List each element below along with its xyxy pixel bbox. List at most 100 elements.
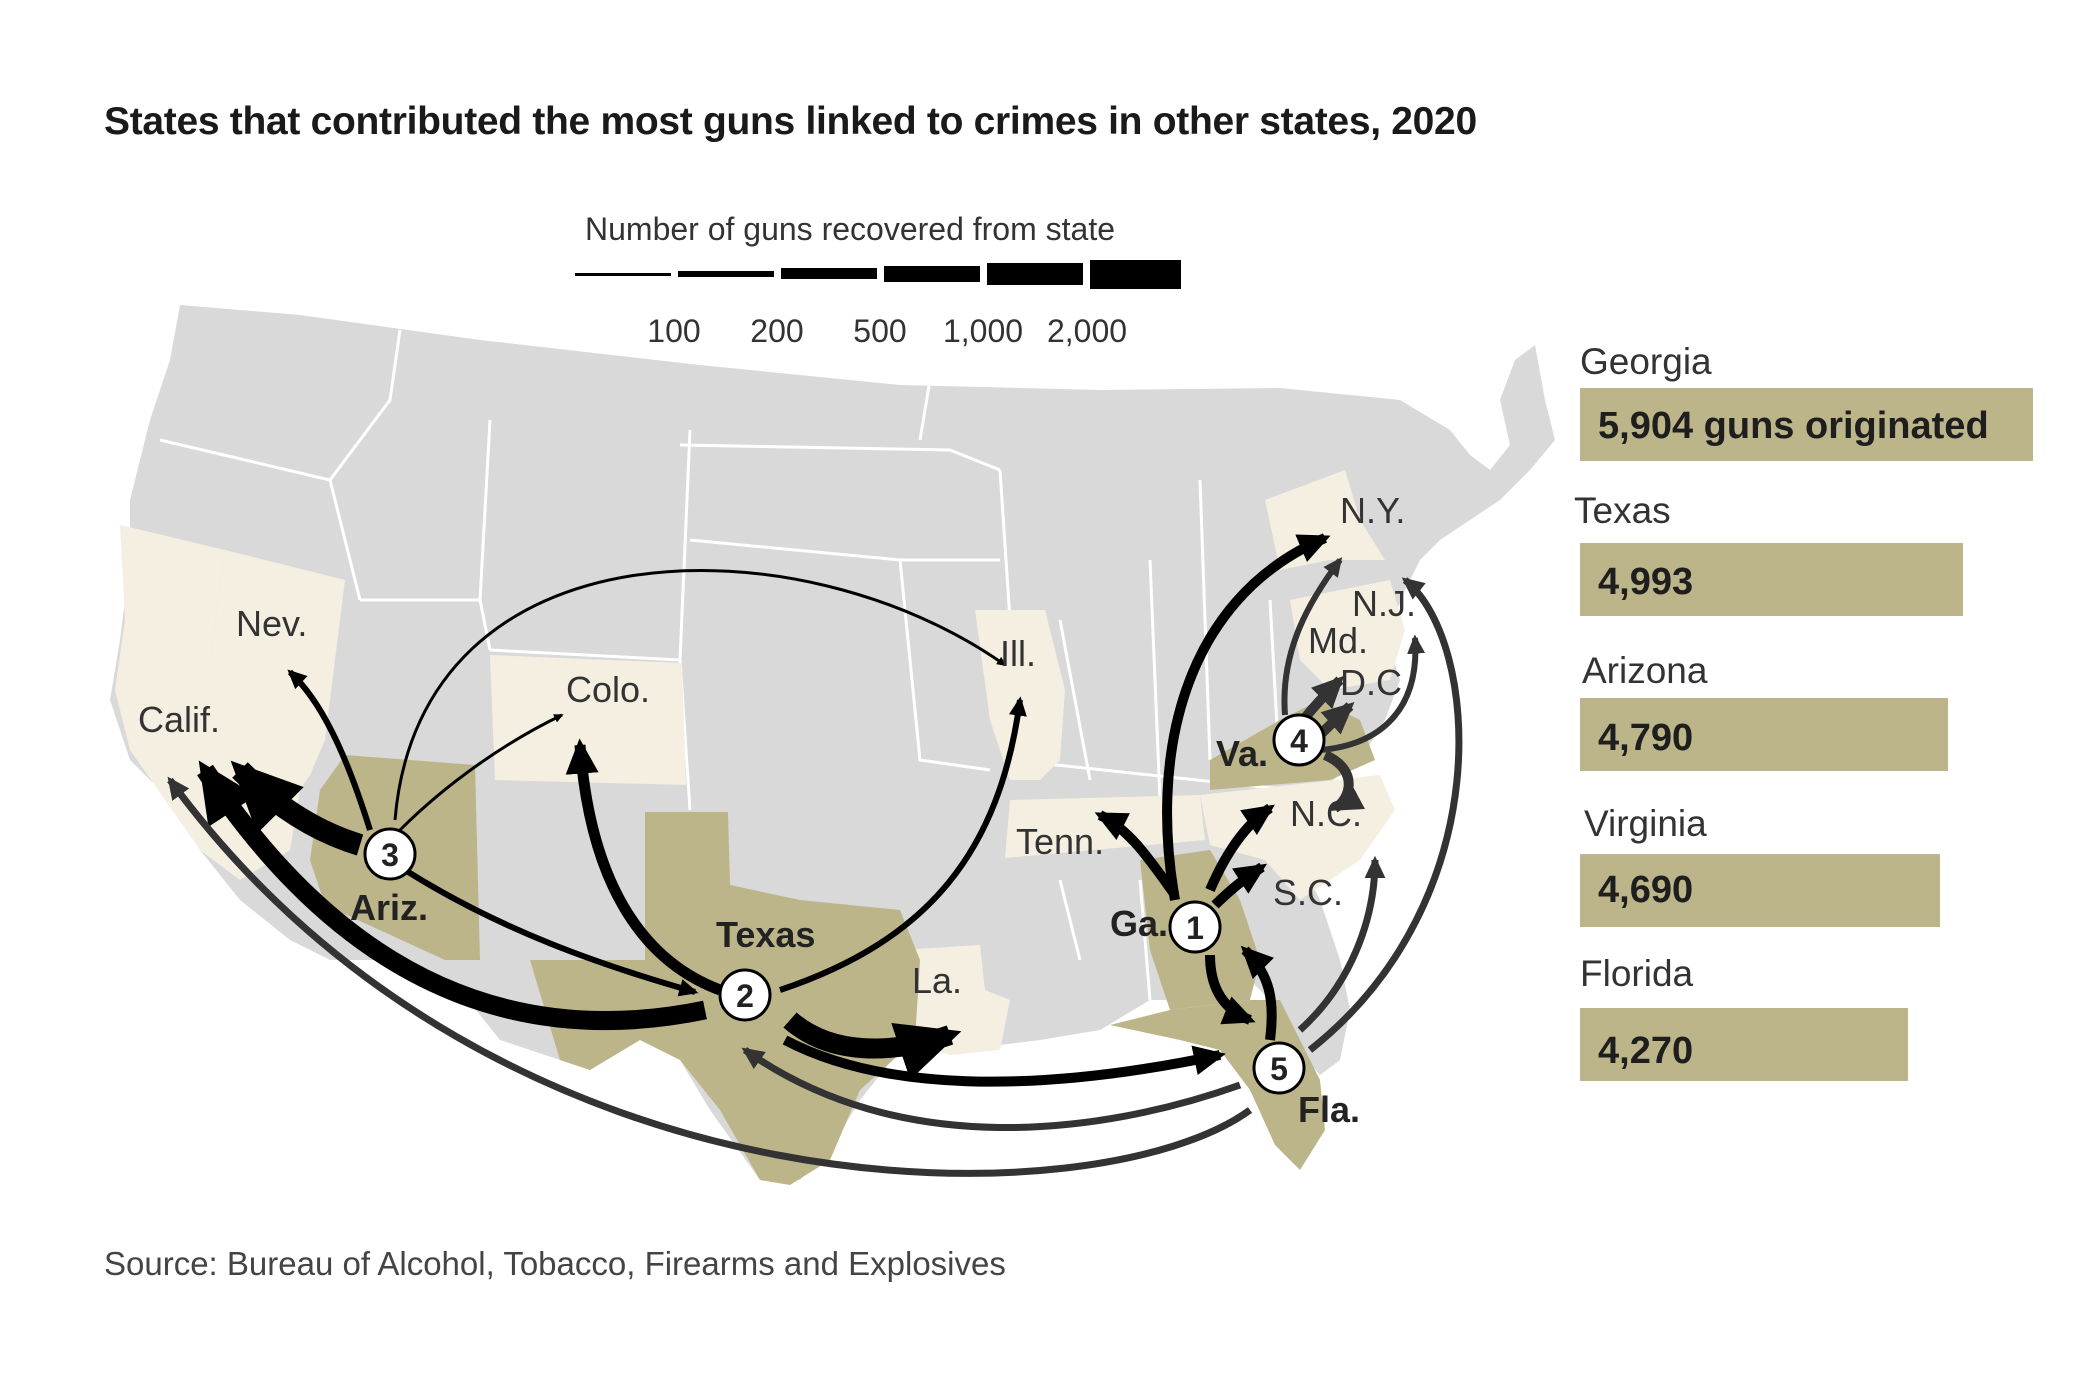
legend-swatch-3 [781, 268, 877, 279]
label-sc: S.C. [1273, 872, 1343, 913]
flows-medium [565, 533, 1331, 1087]
origin-totals-panel: Georgia 5,904 guns originated Texas 4,99… [1574, 341, 2033, 1081]
legend-tick-100: 100 [647, 313, 700, 349]
flow-fla-texas [741, 1047, 1242, 1131]
rank-marker-3: 3 [363, 827, 417, 881]
flow-ariz-texas [403, 867, 699, 997]
flow-ariz-nev [287, 669, 373, 831]
total-bar-florida [1580, 1008, 1908, 1081]
label-fla: Fla. [1298, 1089, 1360, 1130]
md-nj-region [1290, 580, 1405, 690]
flows-gray [167, 557, 1463, 1177]
total-bar-arizona [1580, 698, 1948, 771]
flow-ga-ny [1162, 533, 1331, 901]
label-calif: Calif. [138, 699, 220, 740]
legend-swatch-4 [884, 266, 980, 282]
flows-hairline [393, 569, 1007, 832]
label-ariz: Ariz. [350, 887, 428, 928]
flow-texas-ill [779, 696, 1027, 993]
total-arizona: Arizona 4,790 [1580, 650, 1948, 771]
ill-region [975, 610, 1065, 780]
total-value-texas: 4,993 [1598, 561, 1693, 603]
label-va: Va. [1216, 733, 1268, 774]
flow-va-ny [1281, 557, 1343, 716]
label-ga: Ga. [1110, 903, 1168, 944]
rank-marker-1: 1 [1168, 900, 1222, 954]
rank-marker-4: 4 [1272, 713, 1326, 767]
flow-texas-colo [565, 738, 722, 996]
total-name-virginia: Virginia [1584, 803, 1707, 844]
total-georgia: Georgia 5,904 guns originated [1580, 341, 2033, 461]
flow-texas-calif [197, 760, 707, 1031]
fla-region [1110, 1000, 1325, 1170]
legend-tick-500: 500 [853, 313, 906, 349]
colo-region [490, 655, 686, 785]
flow-fla-calif [167, 776, 1253, 1177]
label-la: La. [912, 960, 962, 1001]
flow-ga-nc [1205, 803, 1275, 892]
rank-number-1: 1 [1186, 910, 1204, 946]
total-value-virginia: 4,690 [1598, 869, 1693, 911]
legend-swatch-5 [987, 263, 1083, 285]
flow-va-nc [1322, 750, 1366, 813]
source-note: Source: Bureau of Alcohol, Tobacco, Fire… [104, 1245, 1006, 1282]
legend-swatch-1 [575, 273, 671, 276]
rank-markers: 1 2 3 4 5 [363, 713, 1326, 1095]
flow-ariz-ill [393, 569, 1007, 821]
chart-title: States that contributed the most guns li… [104, 100, 1477, 143]
origin-labels: Ga. Texas Ariz. Va. Fla. [350, 733, 1360, 1130]
legend: Number of guns recovered from state 100 … [575, 211, 1181, 349]
flow-ga-sc [1211, 862, 1268, 909]
rank-number-5: 5 [1270, 1051, 1288, 1087]
total-value-arizona: 4,790 [1598, 717, 1693, 759]
legend-swatch-6 [1090, 260, 1181, 289]
total-value-florida: 4,270 [1598, 1030, 1693, 1072]
flows-thick [197, 760, 962, 1080]
label-ny: N.Y. [1340, 490, 1405, 531]
flow-ga-fla [1205, 954, 1256, 1025]
flow-fla-ga [1240, 945, 1277, 1041]
flow-texas-la [783, 1012, 962, 1080]
label-colo: Colo. [566, 669, 650, 710]
label-nev: Nev. [236, 603, 307, 644]
rank-marker-2: 2 [718, 968, 772, 1022]
total-virginia: Virginia 4,690 [1580, 803, 1940, 927]
ny-region [1265, 470, 1385, 570]
label-nj: N.J. [1352, 583, 1416, 624]
total-bar-virginia [1580, 854, 1940, 927]
label-texas: Texas [716, 914, 815, 955]
flow-ariz-colo [398, 713, 564, 832]
label-md: Md. [1308, 620, 1368, 661]
legend-tick-200: 200 [750, 313, 803, 349]
legend-title: Number of guns recovered from state [585, 211, 1115, 247]
rank-number-4: 4 [1290, 723, 1308, 759]
label-dc: D.C. [1340, 662, 1412, 703]
flow-texas-fla [782, 1035, 1226, 1087]
legend-swatch-2 [678, 271, 774, 277]
flows-thin [287, 669, 1027, 997]
total-florida: Florida 4,270 [1580, 953, 1908, 1081]
total-name-florida: Florida [1580, 953, 1694, 994]
total-bar-texas [1580, 543, 1963, 616]
flow-fla-nc [1297, 855, 1386, 1033]
rank-marker-5: 5 [1252, 1041, 1306, 1095]
label-ill: Ill. [1000, 633, 1036, 674]
total-name-arizona: Arizona [1582, 650, 1708, 691]
total-name-texas: Texas [1574, 490, 1671, 531]
total-texas: Texas 4,993 [1574, 490, 1963, 616]
total-value-georgia: 5,904 guns originated [1598, 405, 1989, 447]
total-name-georgia: Georgia [1580, 341, 1712, 382]
legend-tick-2000: 2,000 [1047, 313, 1127, 349]
total-bar-georgia [1580, 388, 2033, 461]
destination-labels: Nev. Calif. Colo. Ill. Tenn. La. N.Y. N.… [138, 490, 1416, 1001]
label-nc: N.C. [1290, 793, 1362, 834]
nev-region [210, 550, 345, 790]
rank-number-2: 2 [736, 978, 754, 1014]
label-tenn: Tenn. [1016, 821, 1104, 862]
flow-ga-tenn [1094, 810, 1180, 898]
rank-number-3: 3 [381, 837, 399, 873]
flow-fla-ny [1307, 577, 1463, 1053]
flow-va-nj [1319, 634, 1426, 753]
legend-tick-1000: 1,000 [943, 313, 1023, 349]
